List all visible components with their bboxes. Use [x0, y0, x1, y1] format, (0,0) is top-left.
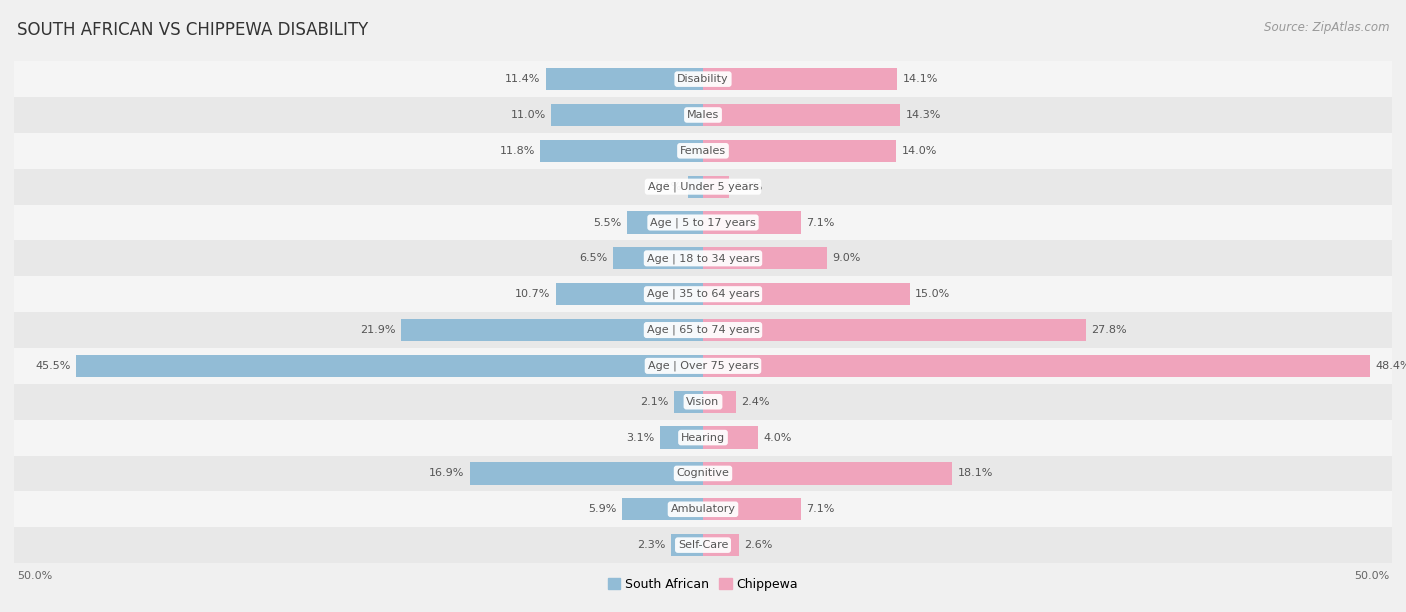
- Bar: [14, 276, 1392, 312]
- Text: 50.0%: 50.0%: [1354, 570, 1389, 581]
- Text: Age | 65 to 74 years: Age | 65 to 74 years: [647, 325, 759, 335]
- Text: 5.5%: 5.5%: [593, 217, 621, 228]
- Text: 11.4%: 11.4%: [505, 74, 540, 84]
- Bar: [703, 283, 910, 305]
- Bar: [703, 104, 900, 126]
- Text: 18.1%: 18.1%: [957, 468, 993, 479]
- Bar: [14, 420, 1392, 455]
- Text: Males: Males: [688, 110, 718, 120]
- Bar: [703, 247, 827, 269]
- Text: 15.0%: 15.0%: [915, 289, 950, 299]
- Bar: [703, 211, 801, 234]
- Bar: [14, 384, 1392, 420]
- Bar: [14, 348, 1392, 384]
- Text: Disability: Disability: [678, 74, 728, 84]
- Text: Ambulatory: Ambulatory: [671, 504, 735, 514]
- Bar: [555, 283, 703, 305]
- Bar: [621, 498, 703, 520]
- Bar: [703, 390, 737, 413]
- Text: SOUTH AFRICAN VS CHIPPEWA DISABILITY: SOUTH AFRICAN VS CHIPPEWA DISABILITY: [17, 21, 368, 39]
- Text: Self-Care: Self-Care: [678, 540, 728, 550]
- Bar: [14, 455, 1392, 491]
- Bar: [540, 140, 703, 162]
- Bar: [14, 97, 1392, 133]
- Bar: [703, 462, 952, 485]
- Text: 7.1%: 7.1%: [807, 217, 835, 228]
- Bar: [551, 104, 703, 126]
- Bar: [703, 319, 1085, 341]
- Text: 3.1%: 3.1%: [627, 433, 655, 442]
- Bar: [14, 169, 1392, 204]
- Text: 14.0%: 14.0%: [901, 146, 936, 156]
- Bar: [401, 319, 703, 341]
- Bar: [703, 534, 738, 556]
- Bar: [14, 61, 1392, 97]
- Text: 1.1%: 1.1%: [654, 182, 682, 192]
- Bar: [627, 211, 703, 234]
- Text: 27.8%: 27.8%: [1091, 325, 1128, 335]
- Text: 4.0%: 4.0%: [763, 433, 792, 442]
- Bar: [703, 140, 896, 162]
- Text: 48.4%: 48.4%: [1375, 361, 1406, 371]
- Text: 2.1%: 2.1%: [640, 397, 669, 407]
- Text: Age | 35 to 64 years: Age | 35 to 64 years: [647, 289, 759, 299]
- Text: 14.3%: 14.3%: [905, 110, 941, 120]
- Bar: [14, 491, 1392, 527]
- Text: 5.9%: 5.9%: [588, 504, 616, 514]
- Bar: [546, 68, 703, 90]
- Text: 50.0%: 50.0%: [17, 570, 52, 581]
- Text: 10.7%: 10.7%: [515, 289, 550, 299]
- Text: 2.4%: 2.4%: [741, 397, 770, 407]
- Text: 11.8%: 11.8%: [499, 146, 534, 156]
- Text: Females: Females: [681, 146, 725, 156]
- Bar: [470, 462, 703, 485]
- Bar: [703, 498, 801, 520]
- Text: 9.0%: 9.0%: [832, 253, 860, 263]
- Text: 11.0%: 11.0%: [510, 110, 546, 120]
- Text: Hearing: Hearing: [681, 433, 725, 442]
- Bar: [14, 312, 1392, 348]
- Text: Age | 18 to 34 years: Age | 18 to 34 years: [647, 253, 759, 264]
- Bar: [661, 427, 703, 449]
- Bar: [76, 355, 703, 377]
- Bar: [688, 176, 703, 198]
- Bar: [703, 176, 730, 198]
- Bar: [14, 204, 1392, 241]
- Bar: [673, 390, 703, 413]
- Bar: [14, 241, 1392, 276]
- Text: 1.9%: 1.9%: [735, 182, 763, 192]
- Bar: [703, 68, 897, 90]
- Bar: [703, 427, 758, 449]
- Text: 2.6%: 2.6%: [744, 540, 773, 550]
- Text: 7.1%: 7.1%: [807, 504, 835, 514]
- Bar: [613, 247, 703, 269]
- Text: 2.3%: 2.3%: [637, 540, 666, 550]
- Bar: [703, 355, 1369, 377]
- Legend: South African, Chippewa: South African, Chippewa: [605, 574, 801, 594]
- Text: Age | 5 to 17 years: Age | 5 to 17 years: [650, 217, 756, 228]
- Text: Age | Over 75 years: Age | Over 75 years: [648, 360, 758, 371]
- Bar: [14, 133, 1392, 169]
- Bar: [671, 534, 703, 556]
- Text: 16.9%: 16.9%: [429, 468, 464, 479]
- Text: 45.5%: 45.5%: [35, 361, 70, 371]
- Text: 6.5%: 6.5%: [579, 253, 607, 263]
- Text: 21.9%: 21.9%: [360, 325, 395, 335]
- Text: Age | Under 5 years: Age | Under 5 years: [648, 181, 758, 192]
- Text: Cognitive: Cognitive: [676, 468, 730, 479]
- Text: Vision: Vision: [686, 397, 720, 407]
- Text: 14.1%: 14.1%: [903, 74, 938, 84]
- Text: Source: ZipAtlas.com: Source: ZipAtlas.com: [1264, 21, 1389, 34]
- Bar: [14, 527, 1392, 563]
